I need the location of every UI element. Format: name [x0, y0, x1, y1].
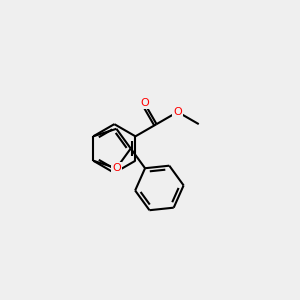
Text: O: O: [173, 107, 182, 117]
Text: O: O: [112, 163, 121, 173]
Text: O: O: [140, 98, 149, 108]
